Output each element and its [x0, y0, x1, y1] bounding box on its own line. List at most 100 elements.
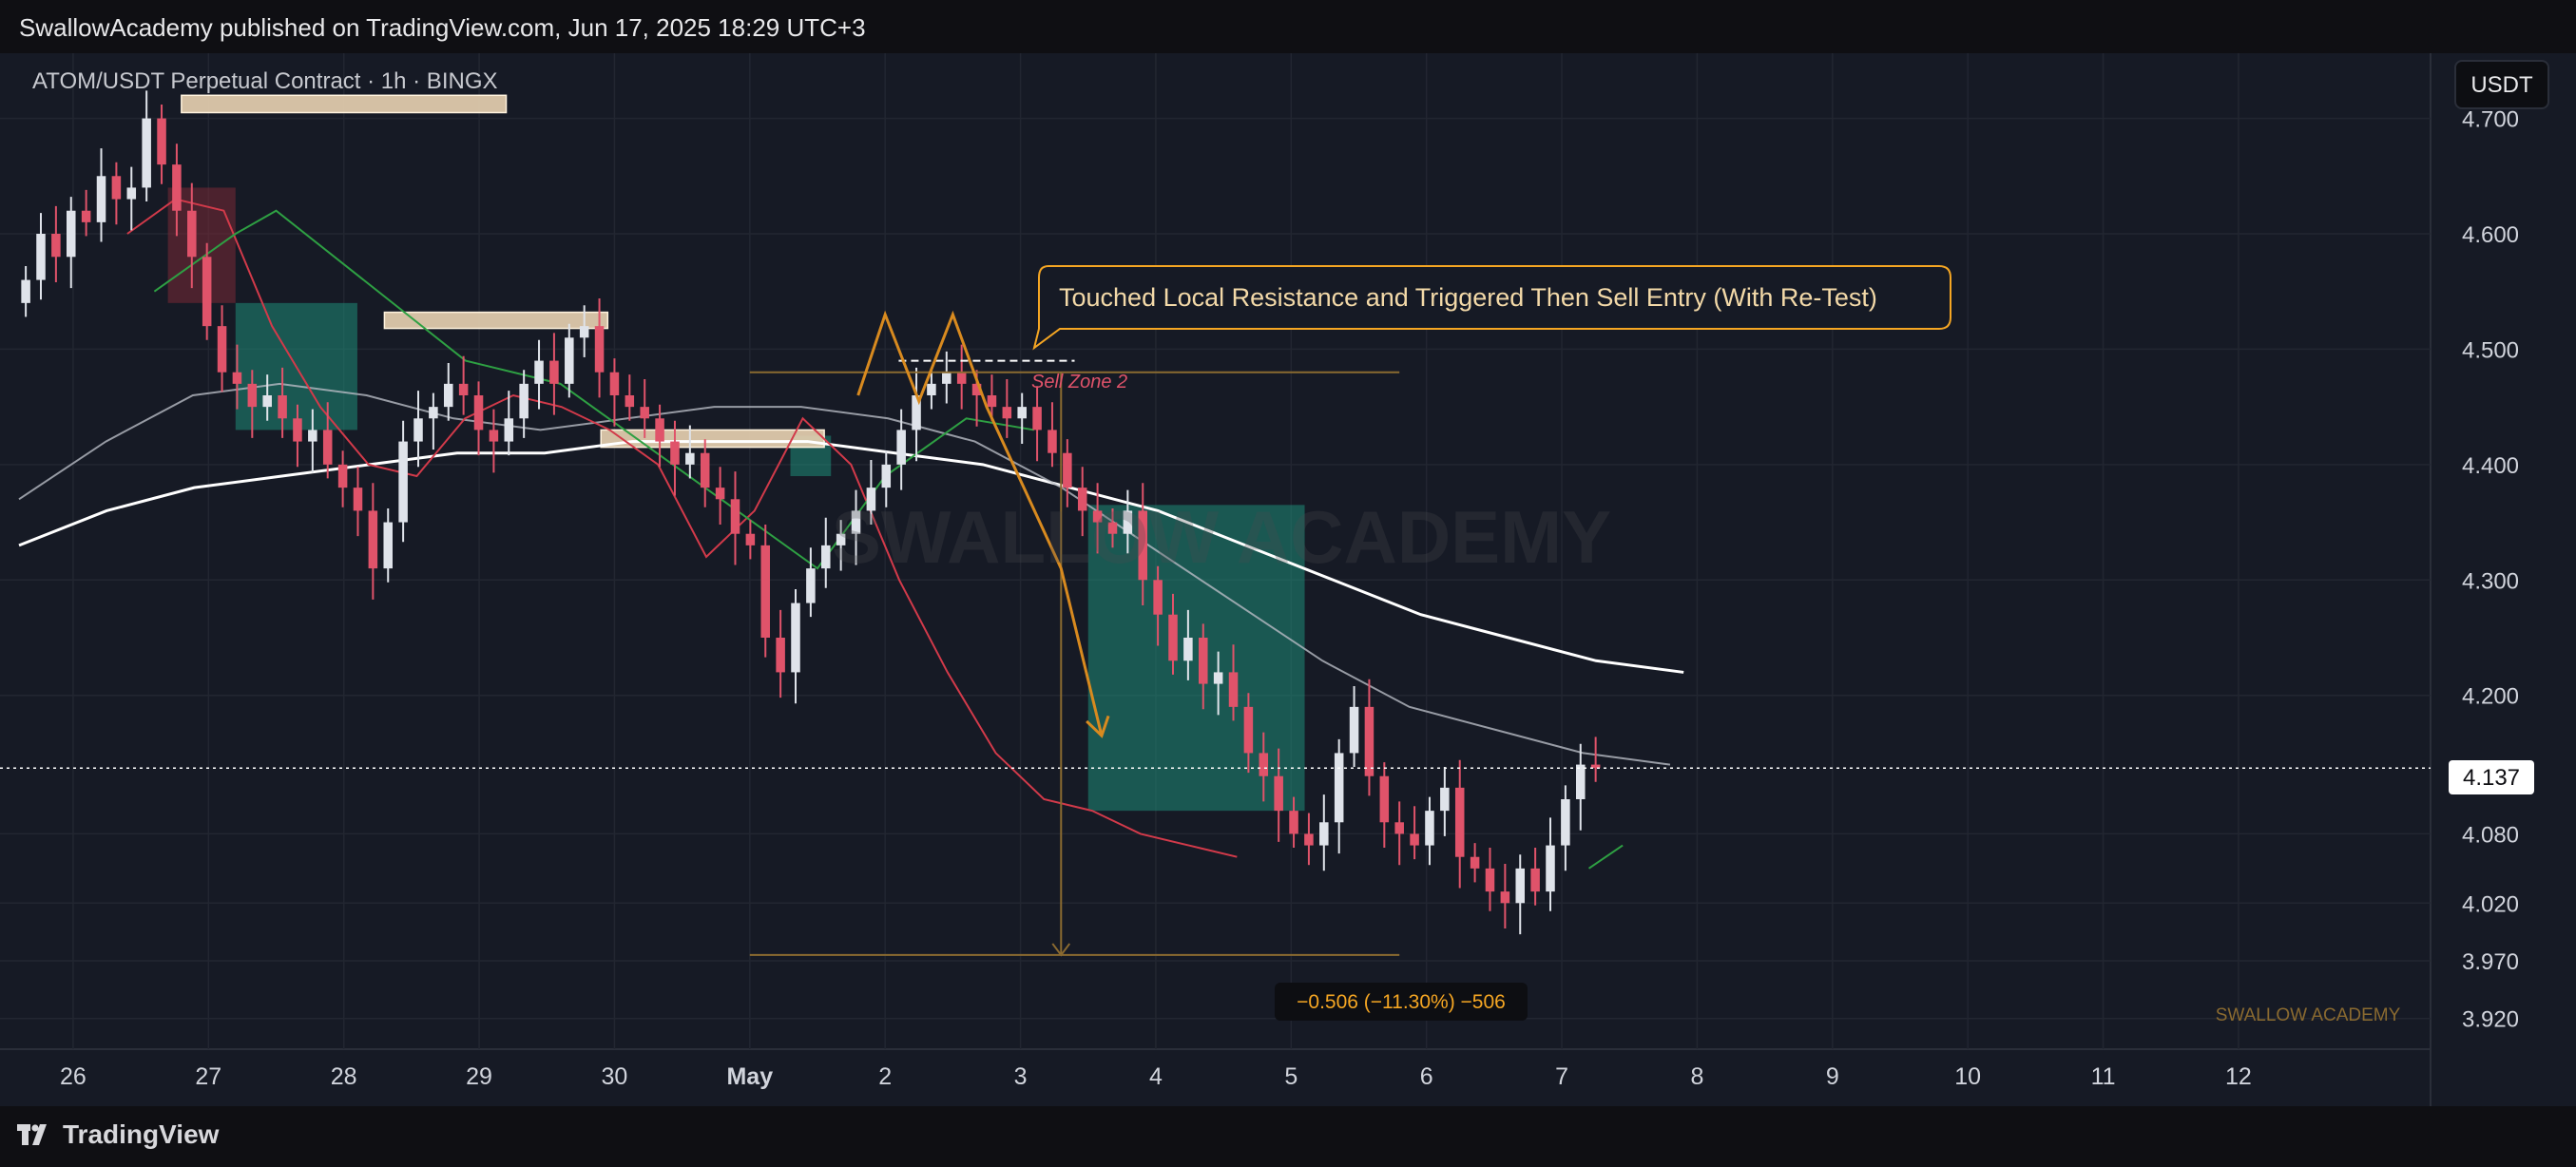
candle-body	[202, 257, 212, 327]
candle-body	[232, 372, 242, 384]
candle-body	[1364, 706, 1375, 776]
x-tick-label: 10	[1954, 1063, 1981, 1090]
candle-body	[111, 176, 122, 200]
candle-body	[715, 488, 725, 500]
candle-body	[1048, 430, 1057, 453]
candle-body	[1017, 407, 1027, 419]
tradingview-logo[interactable]: TradingView	[17, 1119, 219, 1150]
tradingview-icon	[17, 1124, 47, 1145]
candle-layer	[21, 90, 1601, 935]
x-tick-label: 5	[1284, 1063, 1298, 1090]
publish-text: SwallowAcademy published on TradingView.…	[19, 13, 866, 42]
measure-arrow-head	[1051, 943, 1071, 957]
annotation-callout[interactable]: Touched Local Resistance and Triggered T…	[1032, 265, 1951, 351]
candle-body	[927, 383, 936, 395]
candle-body	[1228, 672, 1239, 707]
candle-body	[217, 326, 227, 373]
candle-body	[881, 464, 892, 488]
candle-body	[640, 407, 649, 419]
candle-body	[565, 337, 574, 384]
callout-box	[1032, 265, 1951, 351]
x-tick-label: 12	[2225, 1063, 2252, 1090]
candle-body	[66, 210, 76, 258]
y-tick-label: 4.600	[2462, 222, 2519, 248]
watermark-small: SWALLOW ACADEMY	[2216, 1005, 2401, 1025]
y-tick-label: 3.970	[2462, 949, 2519, 975]
current-price-tag: 4.137	[2449, 760, 2534, 794]
candle-body	[187, 210, 197, 258]
candle-body	[1576, 764, 1586, 799]
candle-body	[1515, 868, 1526, 904]
candle-body	[1002, 407, 1012, 419]
y-tick-label: 4.200	[2462, 684, 2519, 710]
candle-body	[1470, 856, 1480, 869]
moving-average-green	[1587, 844, 1624, 870]
candle-body	[1032, 407, 1042, 430]
candle-body	[745, 533, 756, 545]
candle-body	[519, 383, 529, 419]
candle-body	[1425, 811, 1434, 846]
candle-body	[987, 395, 997, 408]
resistance-zone[interactable]	[181, 94, 508, 114]
candle-body	[776, 638, 785, 673]
price-chart[interactable]: 4.700 4.600 4.500 4.400 4.300 4.200 4.080 4.020…	[0, 53, 2576, 1106]
current-price-label: 4.137	[2463, 765, 2520, 791]
candle-body	[1123, 510, 1133, 534]
x-tick-label: 3	[1014, 1063, 1028, 1090]
x-tick-label: 26	[60, 1063, 87, 1090]
candle-body	[1530, 868, 1540, 892]
candle-body	[1153, 580, 1163, 615]
axis-layer: 4.700 4.600 4.500 4.400 4.300 4.200 4.080 4.020…	[60, 107, 2519, 1090]
x-tick-label: 6	[1420, 1063, 1433, 1090]
candle-body	[1454, 787, 1465, 857]
candle-body	[157, 118, 166, 165]
x-tick-label: 4	[1149, 1063, 1163, 1090]
chart-panel[interactable]: 4.700 4.600 4.500 4.400 4.300 4.200 4.080 4.020…	[0, 53, 2576, 1106]
candle-body	[730, 499, 740, 534]
x-tick-label: 30	[602, 1063, 628, 1090]
candle-body	[413, 418, 423, 442]
candle-body	[1394, 822, 1404, 834]
watermark-big: SWALLOW ACADEMY	[832, 495, 1611, 579]
callout-text: Touched Local Resistance and Triggered T…	[1059, 283, 1877, 312]
candle-body	[172, 164, 182, 211]
currency-button[interactable]: USDT	[2454, 60, 2549, 109]
candle-body	[489, 430, 499, 442]
x-tick-label: 8	[1690, 1063, 1703, 1090]
pattern-zigzag	[856, 310, 1104, 737]
candle-body	[1213, 672, 1223, 684]
candle-body	[51, 234, 61, 258]
publish-header: SwallowAcademy published on TradingView.…	[0, 0, 2576, 53]
candle-body	[579, 326, 589, 338]
candle-body	[368, 510, 378, 569]
moving-average-layer	[18, 198, 1684, 870]
candle-body	[912, 395, 921, 430]
candle-body	[896, 430, 906, 465]
x-tick-label: 11	[2091, 1063, 2116, 1090]
annotation-layer	[0, 310, 2431, 957]
resistance-zone[interactable]	[600, 429, 825, 449]
candle-body	[504, 418, 514, 442]
candle-body	[308, 430, 317, 442]
candle-body	[791, 603, 800, 673]
candle-body	[398, 441, 408, 523]
candle-body	[1334, 753, 1344, 823]
candle-body	[760, 545, 771, 638]
candle-body	[1485, 868, 1495, 892]
candle-body	[278, 395, 287, 419]
candle-body	[1138, 510, 1148, 581]
candle-body	[96, 176, 106, 222]
moving-average-green	[153, 209, 1034, 570]
candle-body	[625, 395, 635, 408]
y-tick-label: 4.500	[2462, 337, 2519, 363]
candle-body	[836, 533, 846, 545]
moving-average-line	[126, 198, 1238, 858]
candle-body	[81, 210, 91, 222]
y-tick-label: 4.020	[2462, 891, 2519, 917]
resistance-zone[interactable]	[383, 311, 609, 330]
candle-body	[1319, 822, 1329, 846]
candle-body	[429, 407, 438, 419]
candle-body	[971, 383, 982, 395]
candle-body	[942, 372, 952, 384]
candle-body	[549, 360, 559, 384]
